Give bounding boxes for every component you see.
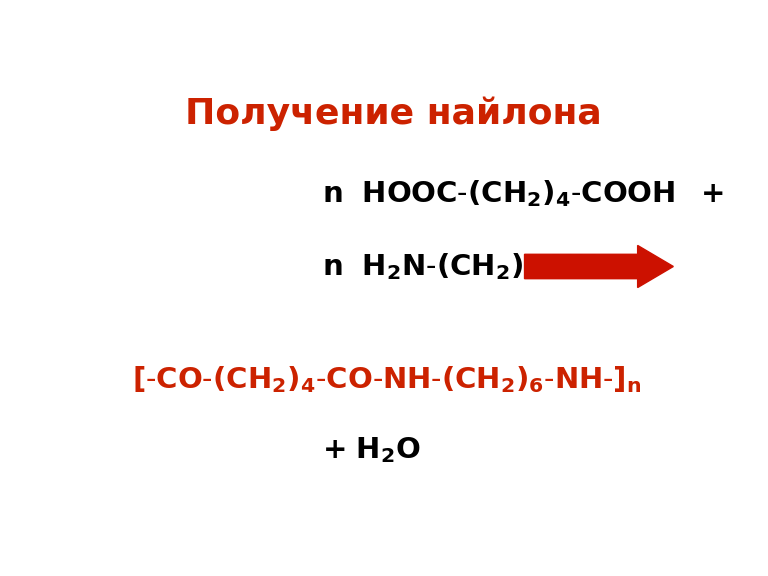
FancyArrow shape [525, 245, 674, 287]
Text: $\mathbf{n\ \ H_2N\text{-}(CH_2)_6\text{-}NH_2}$: $\mathbf{n\ \ H_2N\text{-}(CH_2)_6\text{… [323, 251, 613, 282]
Text: $\mathbf{+\ H_2O}$: $\mathbf{+\ H_2O}$ [323, 435, 421, 465]
Text: $\mathbf{[\text{-}CO\text{-}(CH_2)_4\text{-}CO\text{-}NH\text{-}(CH_2)_6\text{-}: $\mathbf{[\text{-}CO\text{-}(CH_2)_4\tex… [132, 364, 641, 395]
Text: Получение найлона: Получение найлона [185, 96, 602, 131]
Text: $\mathbf{n\ \ HOOC\text{-}(CH_2)_4\text{-}COOH\ \ +}$: $\mathbf{n\ \ HOOC\text{-}(CH_2)_4\text{… [323, 178, 724, 209]
